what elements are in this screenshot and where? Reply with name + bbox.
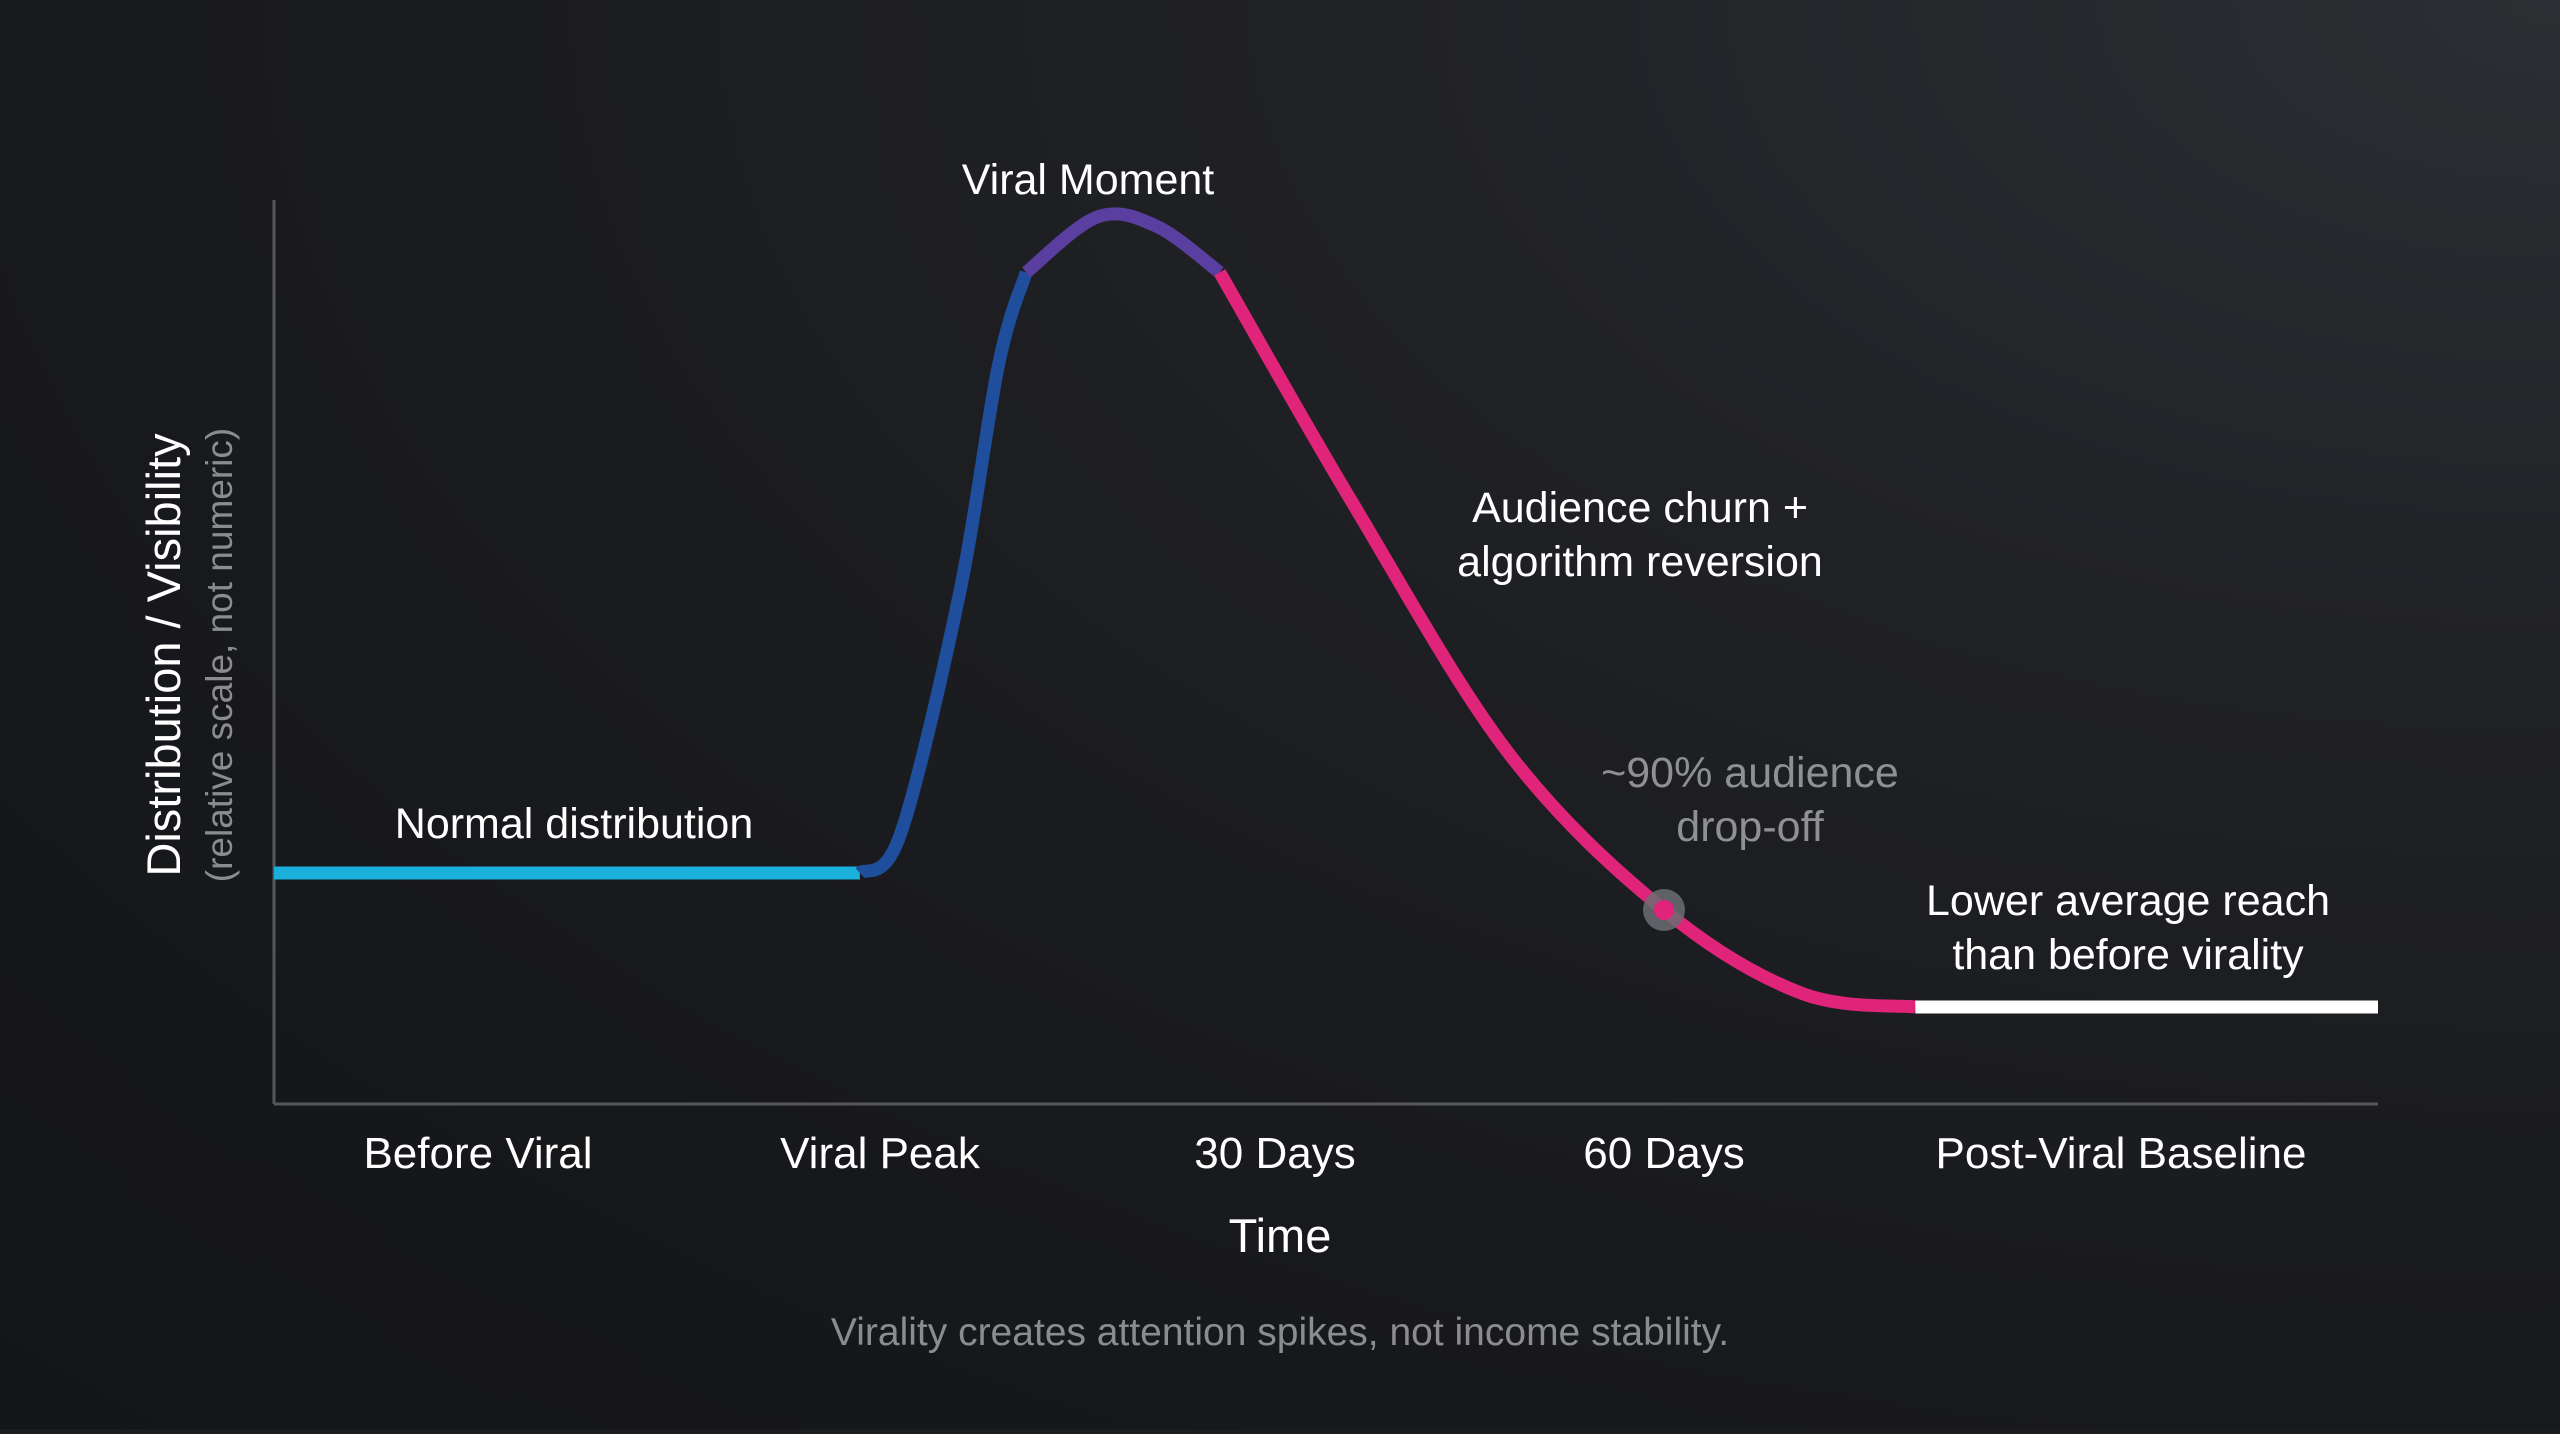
- x-tick-labels: Before Viral Viral Peak 30 Days 60 Days Post…: [363, 1129, 2306, 1178]
- dropoff-label-line-1: ~90% audience: [1601, 749, 1899, 797]
- y-axis-label: Distribution / Visibility: [137, 433, 190, 877]
- dropoff-label-line-2: drop-off: [1676, 803, 1824, 851]
- chart-caption: Virality creates attention spikes, not i…: [831, 1311, 1729, 1354]
- x-tick-label: Viral Peak: [780, 1129, 981, 1178]
- y-axis-note: (relative scale, not numeric): [199, 428, 240, 882]
- audience-churn-label-line-2: algorithm reversion: [1457, 538, 1823, 586]
- viral-moment-label: Viral Moment: [962, 156, 1215, 204]
- lower-reach-label-line-1: Lower average reach: [1926, 877, 2330, 925]
- lower-reach-label-line-2: than before virality: [1952, 931, 2304, 979]
- marker-layer: [1643, 889, 1685, 931]
- curve-segments: [274, 207, 2378, 1014]
- x-tick-label: 60 Days: [1583, 1129, 1744, 1178]
- audience-churn-label-line-1: Audience churn +: [1472, 484, 1808, 532]
- curve-segment-rise: [855, 270, 1033, 879]
- normal-distribution-label: Normal distribution: [395, 800, 753, 848]
- x-tick-label: 30 Days: [1194, 1129, 1355, 1178]
- dropoff-marker-dot: [1654, 900, 1674, 920]
- x-tick-label: Post-Viral Baseline: [1936, 1129, 2307, 1178]
- curve-segment-viral-moment: [1022, 207, 1224, 278]
- x-tick-label: Before Viral: [363, 1129, 592, 1178]
- curve-segment-decay: [1214, 269, 1917, 1014]
- x-axis-label: Time: [1229, 1209, 1332, 1262]
